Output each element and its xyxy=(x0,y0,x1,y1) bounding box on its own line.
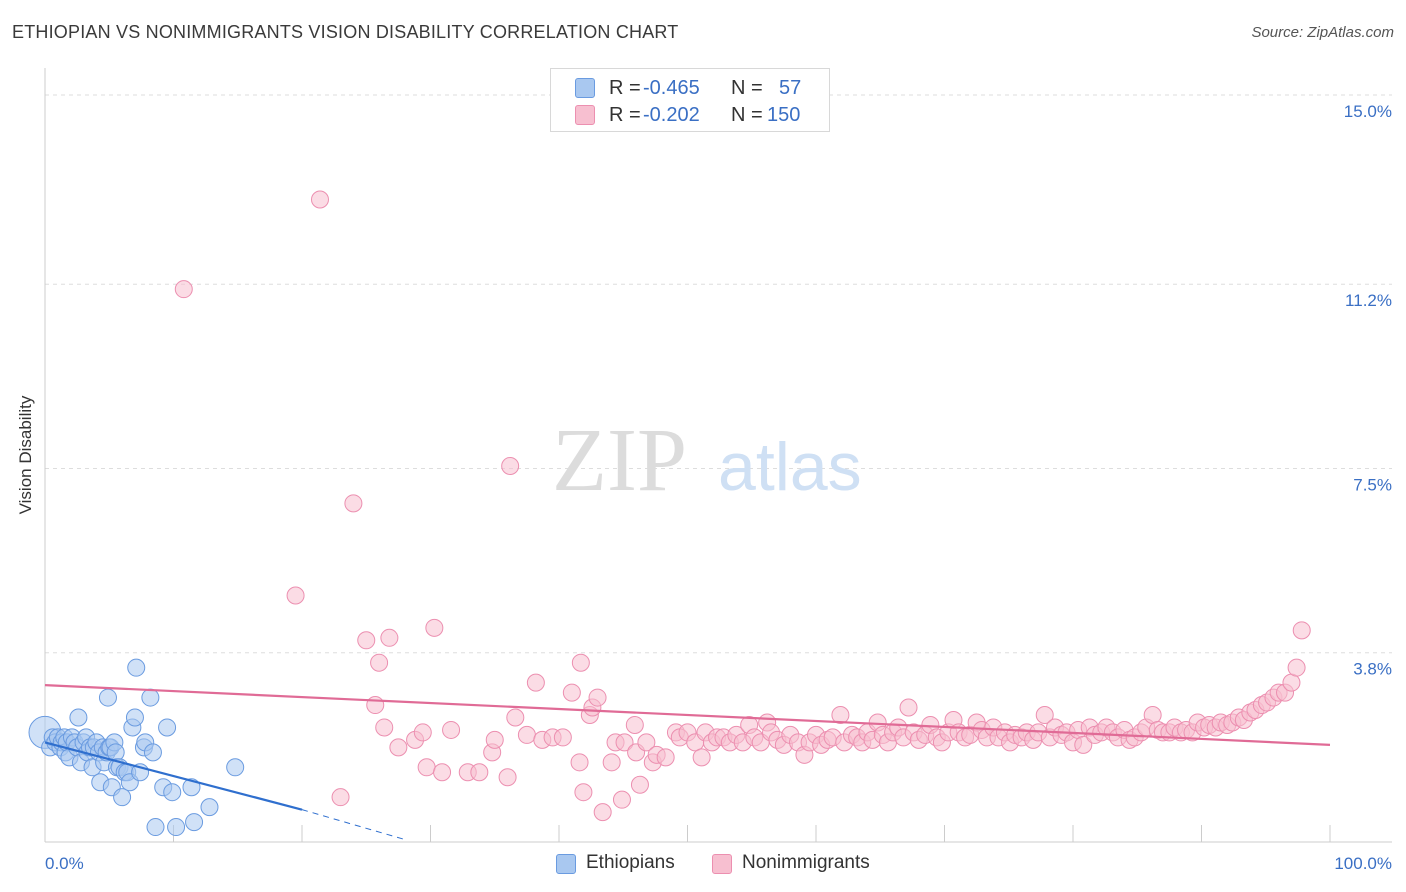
data-point-ethiopians xyxy=(163,783,182,802)
data-point-nonimmigrants xyxy=(570,753,589,772)
data-point-ethiopians xyxy=(125,708,144,727)
data-point-nonimmigrants xyxy=(831,706,850,724)
data-point-ethiopians xyxy=(226,758,245,777)
data-point-nonimmigrants xyxy=(310,190,329,209)
trend-lines xyxy=(44,684,1331,840)
data-point-nonimmigrants xyxy=(526,673,545,692)
y-tick-label: 15.0% xyxy=(1344,102,1392,121)
chart-title: ETHIOPIAN VS NONIMMIGRANTS VISION DISABI… xyxy=(12,22,679,42)
data-point-nonimmigrants xyxy=(588,688,607,707)
legend-swatch-pink xyxy=(712,854,732,874)
data-point-nonimmigrants xyxy=(637,733,656,752)
data-point-ethiopians xyxy=(127,658,146,677)
data-point-nonimmigrants xyxy=(1282,673,1301,692)
legend-n-label: N = xyxy=(731,104,763,126)
legend-label: Ethiopians xyxy=(586,852,675,873)
trend-line-ethiopians-extension xyxy=(301,809,405,840)
data-point-nonimmigrants xyxy=(656,748,675,767)
data-point-nonimmigrants xyxy=(286,586,305,605)
data-point-nonimmigrants xyxy=(442,720,461,739)
data-point-ethiopians xyxy=(143,743,162,762)
axes xyxy=(44,68,1392,843)
data-point-ethiopians xyxy=(185,813,204,832)
correlation-legend: R = -0.465 N = 57 R = -0.202 N = 150 xyxy=(550,68,830,132)
legend-r-value: -0.202 xyxy=(643,104,700,126)
y-tick-label: 11.2% xyxy=(1345,291,1392,310)
data-point-nonimmigrants xyxy=(615,733,634,752)
legend-n-value: 57 xyxy=(779,77,802,99)
nonimmigrants-points xyxy=(174,190,1311,822)
y-tick-label: 7.5% xyxy=(1353,475,1392,494)
data-point-nonimmigrants xyxy=(562,683,581,702)
data-point-nonimmigrants xyxy=(1292,621,1311,640)
data-point-nonimmigrants xyxy=(344,494,363,513)
data-point-nonimmigrants xyxy=(470,763,489,782)
data-point-nonimmigrants xyxy=(380,628,399,647)
data-point-nonimmigrants xyxy=(413,723,432,742)
legend-label: Nonimmigrants xyxy=(742,852,870,873)
data-point-nonimmigrants xyxy=(593,803,612,822)
data-point-ethiopians xyxy=(113,788,132,807)
data-point-nonimmigrants xyxy=(899,698,918,717)
trend-line-nonimmigrants xyxy=(44,684,1331,746)
data-point-ethiopians xyxy=(69,708,88,727)
data-point-nonimmigrants xyxy=(375,718,394,737)
data-point-nonimmigrants xyxy=(366,696,385,715)
trend-line-ethiopians xyxy=(44,741,303,811)
data-point-nonimmigrants xyxy=(357,631,376,650)
data-point-nonimmigrants xyxy=(553,728,572,747)
data-point-nonimmigrants xyxy=(630,775,649,794)
data-point-nonimmigrants xyxy=(370,653,389,672)
watermark-zip: ZIP xyxy=(552,411,687,510)
legend-swatch-blue xyxy=(556,854,576,874)
tick-labels: 3.8% 7.5% 11.2% 15.0% 0.0% 100.0% xyxy=(45,102,1392,873)
data-point-ethiopians xyxy=(167,818,186,837)
data-point-nonimmigrants xyxy=(612,790,631,809)
data-point-nonimmigrants xyxy=(692,748,711,767)
data-point-nonimmigrants xyxy=(602,753,621,772)
data-point-nonimmigrants xyxy=(501,456,520,475)
data-point-nonimmigrants xyxy=(574,783,593,802)
data-point-nonimmigrants xyxy=(389,738,408,757)
legend-row-nonimmigrants: R = -0.202 N = 150 xyxy=(551,102,829,129)
data-point-ethiopians xyxy=(158,718,177,737)
legend-r-label: R = xyxy=(609,104,641,126)
y-tick-label: 3.8% xyxy=(1353,660,1392,679)
data-point-ethiopians xyxy=(146,818,165,837)
legend-n-label: N = xyxy=(731,77,763,99)
legend-row-ethiopians: R = -0.465 N = 57 xyxy=(551,75,829,102)
legend-n-value: 150 xyxy=(767,104,801,126)
x-tick-label: 100.0% xyxy=(1334,854,1392,873)
data-point-nonimmigrants xyxy=(425,618,444,637)
data-point-nonimmigrants xyxy=(506,708,525,727)
legend-swatch-pink xyxy=(575,105,595,125)
data-point-nonimmigrants xyxy=(1035,706,1054,724)
data-point-nonimmigrants xyxy=(331,788,350,807)
data-point-nonimmigrants xyxy=(485,730,504,749)
data-point-ethiopians xyxy=(98,688,117,707)
legend-swatch-blue xyxy=(575,78,595,98)
data-point-nonimmigrants xyxy=(517,725,536,744)
data-point-nonimmigrants xyxy=(417,758,436,777)
x-tick-label: 0.0% xyxy=(45,854,84,873)
data-point-nonimmigrants xyxy=(1287,658,1306,677)
legend-r-value: -0.465 xyxy=(643,77,700,99)
legend-r-label: R = xyxy=(609,77,641,99)
data-point-nonimmigrants xyxy=(1074,735,1093,754)
data-point-nonimmigrants xyxy=(498,768,517,787)
data-point-nonimmigrants xyxy=(1143,706,1162,724)
grid-lines xyxy=(45,94,1392,654)
data-point-nonimmigrants xyxy=(571,653,590,672)
data-point-ethiopians xyxy=(200,798,219,817)
data-point-nonimmigrants xyxy=(433,763,452,782)
watermark: ZIP atlas xyxy=(552,411,862,510)
data-point-nonimmigrants xyxy=(174,280,193,299)
data-point-ethiopians xyxy=(141,688,160,707)
data-point-ethiopians xyxy=(182,778,201,797)
watermark-atlas: atlas xyxy=(718,429,862,505)
source-label: Source: ZipAtlas.com xyxy=(1251,24,1394,41)
data-point-nonimmigrants xyxy=(625,715,644,734)
